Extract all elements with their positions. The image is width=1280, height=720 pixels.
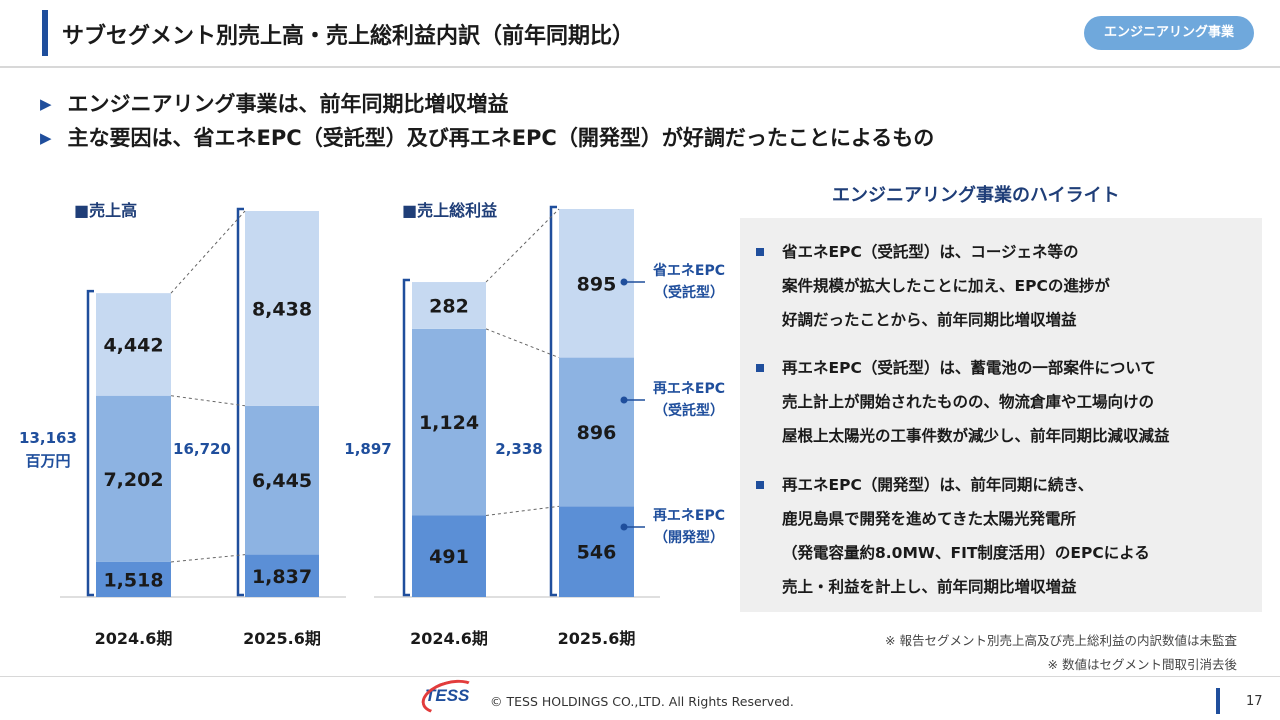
footnote-unaudited: ※ 報告セグメント別売上高及び売上総利益の内訳数値は未監査 [885, 633, 1237, 648]
bar-segment [245, 554, 319, 597]
highlight-item-renewable-contract: 再エネEPC（受託型）は、蓄電池の一部案件について 売上計上が開始されたものの、… [756, 351, 1256, 453]
connector-line [170, 395, 246, 407]
legend-label: （受託型） [654, 284, 724, 301]
highlight-line: （発電容量約8.0MW、FIT制度活用）のEPCによる [782, 544, 1150, 562]
bar-segment [96, 561, 171, 597]
x-tick-label: 2024.6期 [95, 629, 173, 648]
total-bracket [549, 205, 557, 597]
square-bullet-icon [756, 364, 764, 372]
segment-badge: エンジニアリング事業 [1084, 16, 1254, 50]
summary-bullet-text: 主な要因は、省エネEPC（受託型）及び再エネEPC（開発型）が好調だったことによ… [67, 126, 935, 150]
data-label: 491 [429, 546, 469, 568]
highlight-line: 好調だったことから、前年同期比増収増益 [782, 311, 1077, 329]
data-label: 7,202 [103, 469, 163, 491]
square-bullet-icon [756, 248, 764, 256]
data-label: 8,438 [252, 298, 312, 320]
connector-line [170, 210, 246, 294]
summary-bullet-1: ▶ エンジニアリング事業は、前年同期比増収増益 [40, 88, 509, 118]
triangle-right-icon: ▶ [40, 95, 52, 113]
footnote-elimination: ※ 数値はセグメント間取引消去後 [1047, 657, 1237, 672]
logo-text: TESS [425, 686, 470, 705]
data-label: 282 [429, 295, 469, 317]
page-number: 17 [1246, 694, 1263, 709]
total-bracket [402, 278, 410, 597]
data-label: 895 [577, 273, 617, 295]
connector-line [170, 554, 246, 563]
copyright-text: © TESS HOLDINGS CO.,LTD. All Rights Rese… [490, 694, 794, 709]
highlight-line: 案件規模が拡大したことに加え、EPCの進捗が [782, 277, 1110, 295]
tess-logo: TESS [417, 674, 483, 720]
total-label: 1,897 [344, 440, 391, 458]
bar-segment [559, 506, 634, 597]
legend-label: （受託型） [654, 402, 724, 419]
profit-chart-title: ■売上総利益 [402, 201, 498, 220]
legend-label: 再エネEPC [653, 508, 725, 524]
data-label: 546 [577, 542, 617, 564]
bar-segment [412, 328, 486, 516]
connector-line [485, 208, 560, 283]
bar-segment [412, 515, 486, 597]
total-label: 16,720 [173, 440, 231, 458]
bar-segment [559, 357, 634, 507]
highlight-line: 売上計上が開始されたものの、物流倉庫や工場向けの [782, 393, 1155, 411]
footer-divider [0, 676, 1280, 677]
highlight-line: 省エネEPC（受託型）は、コージェネ等の [782, 243, 1079, 261]
highlights-panel: 省エネEPC（受託型）は、コージェネ等の 案件規模が拡大したことに加え、EPCの… [740, 218, 1262, 612]
data-label: 1,518 [103, 569, 163, 591]
x-tick-label: 2025.6期 [558, 629, 636, 648]
data-label: 4,442 [103, 334, 163, 356]
x-tick-label: 2024.6期 [410, 629, 488, 648]
highlights-title: エンジニアリング事業のハイライト [832, 185, 1120, 206]
bar-segment [96, 293, 171, 396]
page-title: サブセグメント別売上高・売上総利益内訳（前年同期比） [62, 24, 635, 49]
highlight-line: 再エネEPC（受託型）は、蓄電池の一部案件について [782, 359, 1156, 377]
data-label: 1,837 [252, 566, 312, 588]
total-label: 2,338 [495, 440, 542, 458]
total-label: 13,163 [19, 429, 77, 447]
summary-bullet-2: ▶ 主な要因は、省エネEPC（受託型）及び再エネEPC（開発型）が好調だったことに… [40, 122, 934, 152]
connector-line [485, 505, 560, 516]
data-label: 1,124 [419, 412, 479, 434]
title-accent-bar [42, 10, 48, 56]
legend-label: 省エネEPC [652, 262, 725, 279]
total-bracket [236, 207, 244, 597]
page-number-bar [1216, 688, 1220, 714]
highlight-line: 売上・利益を計上し、前年同期比増収増益 [782, 578, 1077, 596]
connector-line [485, 328, 560, 359]
legend-label: （開発型） [654, 529, 724, 546]
bar-segment [245, 405, 319, 555]
bar-segment [245, 211, 319, 406]
highlight-line: 屋根上太陽光の工事件数が減少し、前年同期比減収減益 [782, 427, 1170, 445]
summary-bullet-text: エンジニアリング事業は、前年同期比増収増益 [67, 92, 509, 116]
bar-segment [96, 395, 171, 562]
title-divider [0, 66, 1280, 68]
legend-label: 再エネEPC [653, 381, 725, 397]
x-tick-label: 2025.6期 [243, 629, 321, 648]
highlight-item-renewable-development: 再エネEPC（開発型）は、前年同期に続き、 鹿児島県で開発を進めてきた太陽光発電… [756, 468, 1256, 604]
data-label: 6,445 [252, 470, 312, 492]
square-bullet-icon [756, 481, 764, 489]
data-label: 896 [577, 422, 617, 444]
highlight-line: 鹿児島県で開発を進めてきた太陽光発電所 [782, 510, 1077, 528]
triangle-right-icon: ▶ [40, 129, 52, 147]
sales-chart-title: ■売上高 [74, 201, 138, 220]
highlight-line: 再エネEPC（開発型）は、前年同期に続き、 [782, 476, 1094, 494]
bar-segment [412, 282, 486, 329]
unit-label: 百万円 [25, 452, 70, 470]
highlight-item-energy-saving: 省エネEPC（受託型）は、コージェネ等の 案件規模が拡大したことに加え、EPCの… [756, 235, 1256, 337]
total-bracket [86, 289, 94, 597]
